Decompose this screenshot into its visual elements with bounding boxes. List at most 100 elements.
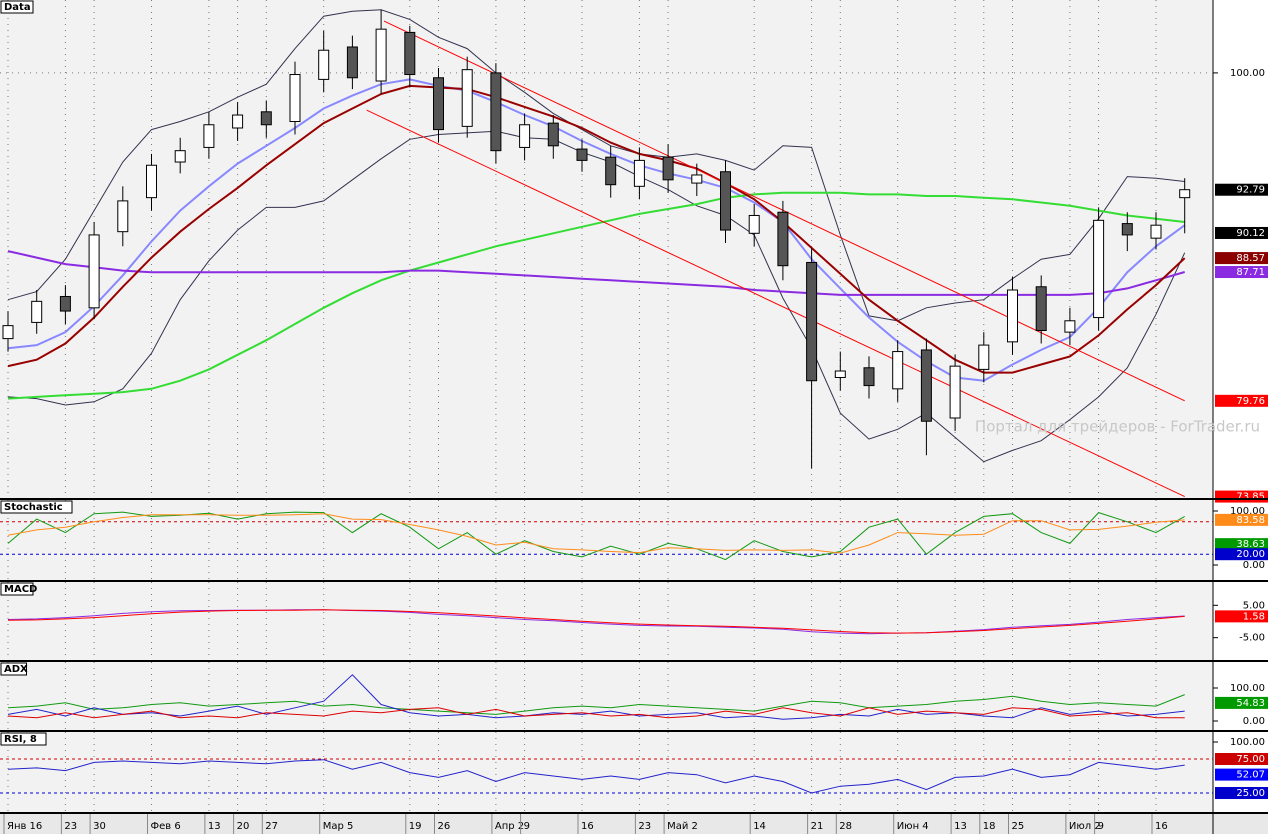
candle-body — [1035, 286, 1047, 332]
candle-body — [1007, 289, 1018, 343]
price-marker-label: 73.85 — [1236, 492, 1265, 503]
price-marker-label: 87.71 — [1236, 267, 1265, 278]
candle-body — [146, 164, 157, 199]
x-tick-label: 25 — [1012, 821, 1025, 832]
indicator-line — [7, 609, 1185, 634]
y-tick-label: -5.00 — [1239, 633, 1265, 644]
candle-body — [59, 295, 71, 312]
x-tick-label: 13 — [208, 821, 221, 832]
candle-body — [662, 156, 674, 181]
candle-body — [949, 365, 961, 419]
x-tick-label: Фев 6 — [151, 821, 181, 832]
trend-line — [366, 109, 1185, 498]
candle-body — [490, 72, 502, 152]
y-tick-label: 100.00 — [1230, 683, 1265, 694]
y-tick-label: 100.00 — [1230, 737, 1265, 748]
indicator-line — [7, 513, 1185, 554]
price-marker — [1215, 753, 1268, 766]
x-tick-label: 28 — [839, 821, 852, 832]
indicator-line — [7, 674, 1185, 720]
y-tick-label: 0.00 — [1243, 716, 1265, 727]
x-tick-label: 27 — [265, 821, 278, 832]
candle-body — [88, 234, 100, 309]
panel-title-box — [0, 732, 47, 746]
y-tick-label: 0.00 — [1243, 560, 1265, 571]
candle-body — [433, 77, 444, 131]
x-tick-label: 30 — [93, 821, 106, 832]
x-tick-label: 19 — [409, 821, 422, 832]
candle-body — [605, 156, 617, 186]
candle-body — [346, 46, 358, 79]
candle-body — [461, 69, 473, 127]
candle-body — [1150, 224, 1162, 239]
panel-title-box — [0, 0, 34, 14]
candle-body — [174, 150, 186, 163]
x-tick-label: 21 — [811, 821, 824, 832]
price-marker-label: 38.63 — [1236, 539, 1265, 550]
candle-body — [978, 344, 990, 370]
indicator-line — [7, 759, 1185, 794]
panel-title: Data — [4, 2, 31, 13]
panel-title: Stochastic — [4, 502, 63, 513]
x-tick-label: 23 — [638, 821, 651, 832]
price-marker-label: 54.83 — [1236, 698, 1265, 709]
price-marker — [1215, 252, 1268, 265]
price-marker — [1215, 768, 1268, 781]
candle-body — [2, 325, 14, 340]
price-marker-label: 20.00 — [1236, 549, 1265, 560]
price-marker — [1215, 538, 1268, 551]
price-marker — [1215, 548, 1268, 561]
candle-body — [691, 174, 703, 184]
indicator-line — [7, 130, 1186, 463]
x-tick-label: 26 — [438, 821, 451, 832]
panel-title-box — [0, 500, 73, 514]
candle-body — [318, 49, 330, 80]
x-tick-label: 9 — [524, 821, 530, 832]
price-marker-label: 92.79 — [1236, 185, 1265, 196]
x-tick-label: Мар 5 — [323, 821, 354, 832]
price-marker — [1215, 787, 1268, 800]
y-tick-label: 5.00 — [1243, 600, 1265, 611]
x-tick-label: 13 — [954, 821, 967, 832]
indicator-line — [7, 78, 1186, 382]
y-tick-label: 100.00 — [1230, 68, 1265, 79]
price-marker — [1215, 696, 1268, 709]
indicator-line — [7, 707, 1185, 719]
x-tick-label: Апр 2 — [495, 821, 524, 832]
candle-body — [232, 114, 244, 129]
candle-body — [1179, 189, 1191, 199]
candle-body — [404, 31, 416, 76]
watermark: Портал для трейдеров - ForTrader.ru — [975, 418, 1260, 436]
candle-body — [289, 74, 301, 123]
candle-body — [519, 124, 531, 148]
indicator-line — [7, 250, 1185, 296]
x-tick-label: Июл 2 — [1069, 821, 1101, 832]
panel-title: ADX — [4, 664, 28, 675]
candle-body — [375, 28, 387, 82]
candle-body — [1093, 219, 1105, 319]
y-tick-label: 100.00 — [1230, 506, 1265, 517]
price-marker-label: 79.76 — [1236, 396, 1265, 407]
price-marker-label: 52.07 — [1236, 770, 1265, 781]
price-marker-label: 25.00 — [1236, 788, 1265, 799]
panel-title: RSI, 8 — [4, 734, 37, 745]
x-tick-label: 23 — [64, 821, 77, 832]
candle-body — [748, 214, 760, 234]
candle-body — [892, 351, 904, 390]
candle-body — [777, 211, 789, 267]
price-marker — [1215, 394, 1268, 407]
x-tick-label: 20 — [237, 821, 250, 832]
price-marker — [1215, 226, 1268, 239]
x-tick-label: 18 — [983, 821, 996, 832]
price-marker-label: 83.58 — [1236, 515, 1265, 526]
x-tick-label: Май 2 — [667, 821, 698, 832]
candle-body — [117, 200, 129, 233]
candle-body — [720, 171, 731, 231]
x-tick-label: 16 — [1155, 821, 1168, 832]
candle-body — [547, 122, 559, 147]
price-marker-label: 88.57 — [1236, 253, 1265, 264]
candle-body — [1064, 320, 1076, 333]
price-marker — [1215, 513, 1268, 526]
price-marker-label: 90.12 — [1236, 228, 1265, 239]
